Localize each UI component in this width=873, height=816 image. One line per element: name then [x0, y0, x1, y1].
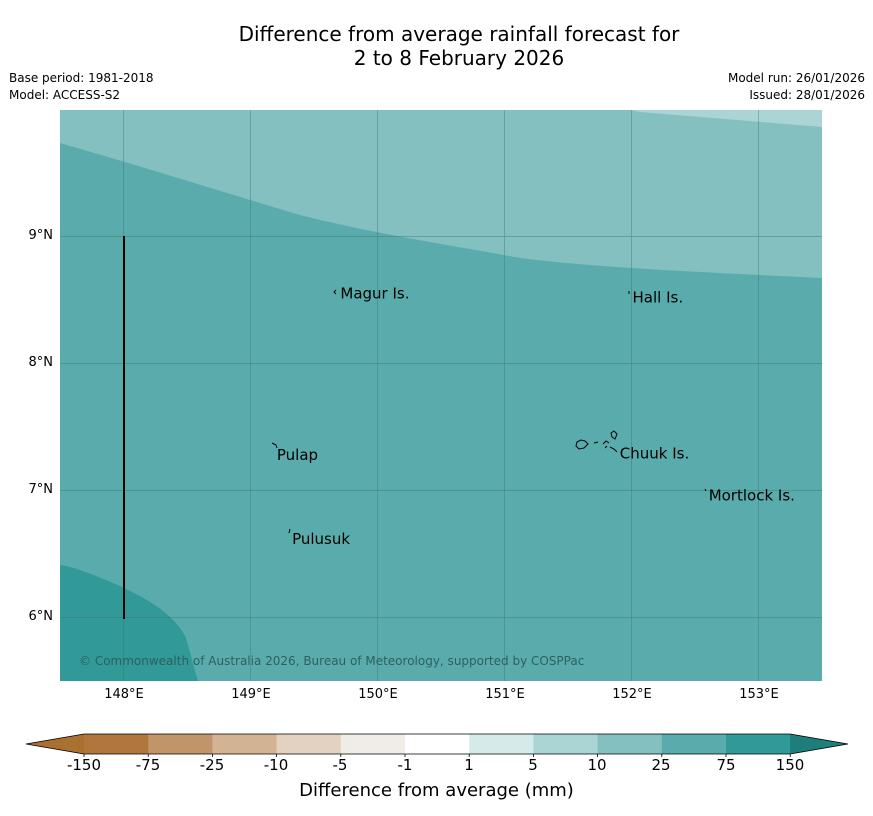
place-label: Hall Is.	[633, 289, 684, 307]
colorbar-tick: 5	[528, 756, 538, 774]
colorbar	[25, 733, 849, 757]
colorbar-segment	[212, 734, 278, 754]
colorbar-segment	[661, 734, 727, 754]
x-label-152e: 152°E	[612, 687, 652, 702]
y-label-6n: 6°N	[28, 609, 54, 624]
field-5-10mm	[632, 110, 822, 127]
place-label: Chuuk Is.	[620, 445, 689, 463]
island-outlines	[271, 289, 707, 534]
y-label-9n: 9°N	[28, 228, 54, 243]
title-line-2: 2 to 8 February 2026	[353, 46, 565, 70]
colorbar-title: Difference from average (mm)	[299, 780, 574, 801]
meta-left: Base period: 1981-2018 Model: ACCESS-S2	[9, 70, 154, 104]
colorbar-tick: -10	[263, 756, 289, 774]
map-title: Difference from average rainfall forecas…	[0, 22, 873, 70]
place-labels: Magur Is. Hall Is. Pulap Chuuk Is. Mortlock …	[277, 285, 795, 548]
field-75-150mm	[60, 565, 198, 681]
copyright-text: © Commonwealth of Australia 2026, Bureau…	[79, 654, 584, 668]
colorbar-segment	[276, 734, 342, 754]
island-pulusuk	[288, 528, 291, 534]
colorbar-tick: 10	[587, 756, 607, 774]
place-label: Mortlock Is.	[709, 487, 795, 505]
issued-date: Issued: 28/01/2026	[749, 88, 865, 102]
x-label-149e: 149°E	[231, 687, 271, 702]
colorbar-tick: 150	[775, 756, 805, 774]
x-label-151e: 151°E	[485, 687, 525, 702]
colorbar-segment	[84, 734, 149, 754]
x-label-150e: 150°E	[358, 687, 398, 702]
colorbar-tick: -150	[66, 756, 102, 774]
base-period: Base period: 1981-2018	[9, 71, 154, 85]
island-magur	[333, 289, 337, 295]
island-pulap	[271, 442, 278, 449]
colorbar-segment	[726, 734, 791, 754]
title-line-1: Difference from average rainfall forecas…	[238, 22, 680, 46]
x-label-148e: 148°E	[104, 687, 144, 702]
y-label-8n: 8°N	[28, 355, 54, 370]
colorbar-tick: -25	[199, 756, 225, 774]
colorbar-tick: 25	[651, 756, 671, 774]
place-label: Pulusuk	[292, 530, 350, 548]
colorbar-segment	[405, 734, 470, 754]
island-chuuk	[575, 430, 618, 453]
colorbar-tick: 1	[464, 756, 474, 774]
colorbar-segment	[340, 734, 406, 754]
y-label-7n: 7°N	[28, 482, 54, 497]
colorbar-extend-low	[26, 734, 84, 754]
place-label: Magur Is.	[340, 285, 409, 303]
colorbar-tick: -75	[135, 756, 161, 774]
colorbar-segment	[533, 734, 599, 754]
island-mortlock	[704, 488, 707, 492]
colorbar-segment	[148, 734, 213, 754]
colorbar-tick: -1	[397, 756, 413, 774]
colorbar-tick: 75	[716, 756, 736, 774]
colorbar-extend-high	[790, 734, 848, 754]
model-run-date: Model run: 26/01/2026	[727, 71, 865, 85]
model-name: Model: ACCESS-S2	[9, 88, 121, 102]
meta-right: Model run: 26/01/2026 Issued: 28/01/2026	[728, 70, 865, 104]
colorbar-segment	[597, 734, 663, 754]
place-label: Pulap	[277, 446, 318, 464]
colorbar-segment	[469, 734, 534, 754]
colorbar-tick: -5	[332, 756, 348, 774]
x-label-153e: 153°E	[739, 687, 779, 702]
rainfall-fields	[60, 110, 822, 681]
